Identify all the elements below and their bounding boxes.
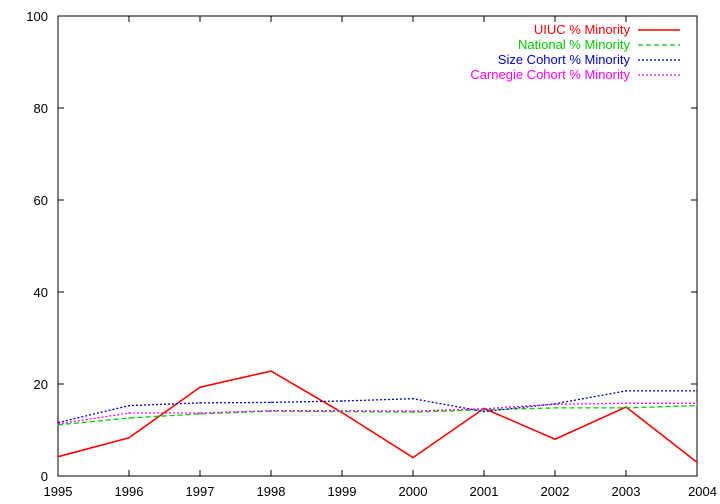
data-point bbox=[128, 437, 130, 439]
x-tick-label: 1995 bbox=[44, 484, 73, 499]
y-tick-label: 20 bbox=[34, 377, 48, 392]
data-point bbox=[625, 390, 627, 392]
plot-frame bbox=[57, 15, 698, 477]
data-point bbox=[128, 412, 130, 414]
data-point bbox=[554, 438, 556, 441]
data-point bbox=[625, 407, 627, 409]
data-point bbox=[554, 407, 556, 409]
series-line bbox=[57, 390, 697, 424]
x-tick-label: 1998 bbox=[257, 484, 286, 499]
data-point bbox=[696, 461, 698, 464]
data-point bbox=[199, 412, 201, 414]
data-point bbox=[625, 402, 627, 405]
data-point bbox=[412, 456, 414, 459]
data-point bbox=[128, 417, 130, 419]
x-tick-label: 2001 bbox=[470, 484, 499, 499]
series-1 bbox=[57, 370, 698, 464]
x-tick-label: 2003 bbox=[612, 484, 641, 499]
data-point bbox=[341, 409, 343, 412]
data-point bbox=[554, 403, 556, 406]
data-point bbox=[412, 410, 414, 412]
series-3 bbox=[57, 390, 698, 424]
data-point bbox=[199, 386, 201, 389]
series-2 bbox=[57, 404, 698, 426]
data-point bbox=[270, 409, 272, 412]
legend-label: Carnegie Cohort % Minority bbox=[470, 67, 630, 82]
data-point bbox=[57, 423, 59, 425]
y-tick-label: 0 bbox=[41, 469, 48, 484]
x-tick-label: 1999 bbox=[328, 484, 357, 499]
data-point bbox=[696, 404, 698, 407]
data-point bbox=[128, 404, 130, 407]
x-tick-label: 1997 bbox=[186, 484, 215, 499]
x-tick-label: 2000 bbox=[399, 484, 428, 499]
x-tick-label: 1996 bbox=[115, 484, 144, 499]
data-point bbox=[483, 410, 485, 413]
y-tick-label: 100 bbox=[26, 9, 48, 24]
data-point bbox=[199, 402, 201, 404]
data-point bbox=[341, 400, 343, 402]
y-tick-label: 60 bbox=[34, 193, 48, 208]
data-point bbox=[696, 402, 698, 405]
series-group bbox=[57, 370, 698, 464]
x-tick-label: 2004 bbox=[688, 484, 717, 499]
data-point bbox=[270, 401, 272, 404]
y-tick-label: 80 bbox=[34, 101, 48, 116]
data-point bbox=[57, 455, 59, 458]
axes: 0 20 40 60 80 100 1995 1996 1997 1998 1999 2000 2001… bbox=[26, 9, 717, 499]
x-tick-label: 2002 bbox=[541, 484, 570, 499]
legend-label: Size Cohort % Minority bbox=[498, 52, 631, 67]
series-line bbox=[57, 370, 698, 463]
series-line bbox=[57, 404, 698, 426]
y-tick-label: 40 bbox=[34, 285, 48, 300]
series-line bbox=[57, 402, 697, 425]
data-point bbox=[270, 370, 272, 372]
legend-label: National % Minority bbox=[518, 37, 630, 52]
legend-label: UIUC % Minority bbox=[534, 22, 631, 37]
data-point bbox=[412, 397, 414, 400]
series-4 bbox=[57, 402, 698, 425]
data-point bbox=[696, 390, 698, 392]
data-point bbox=[483, 408, 485, 410]
data-point bbox=[57, 421, 59, 424]
